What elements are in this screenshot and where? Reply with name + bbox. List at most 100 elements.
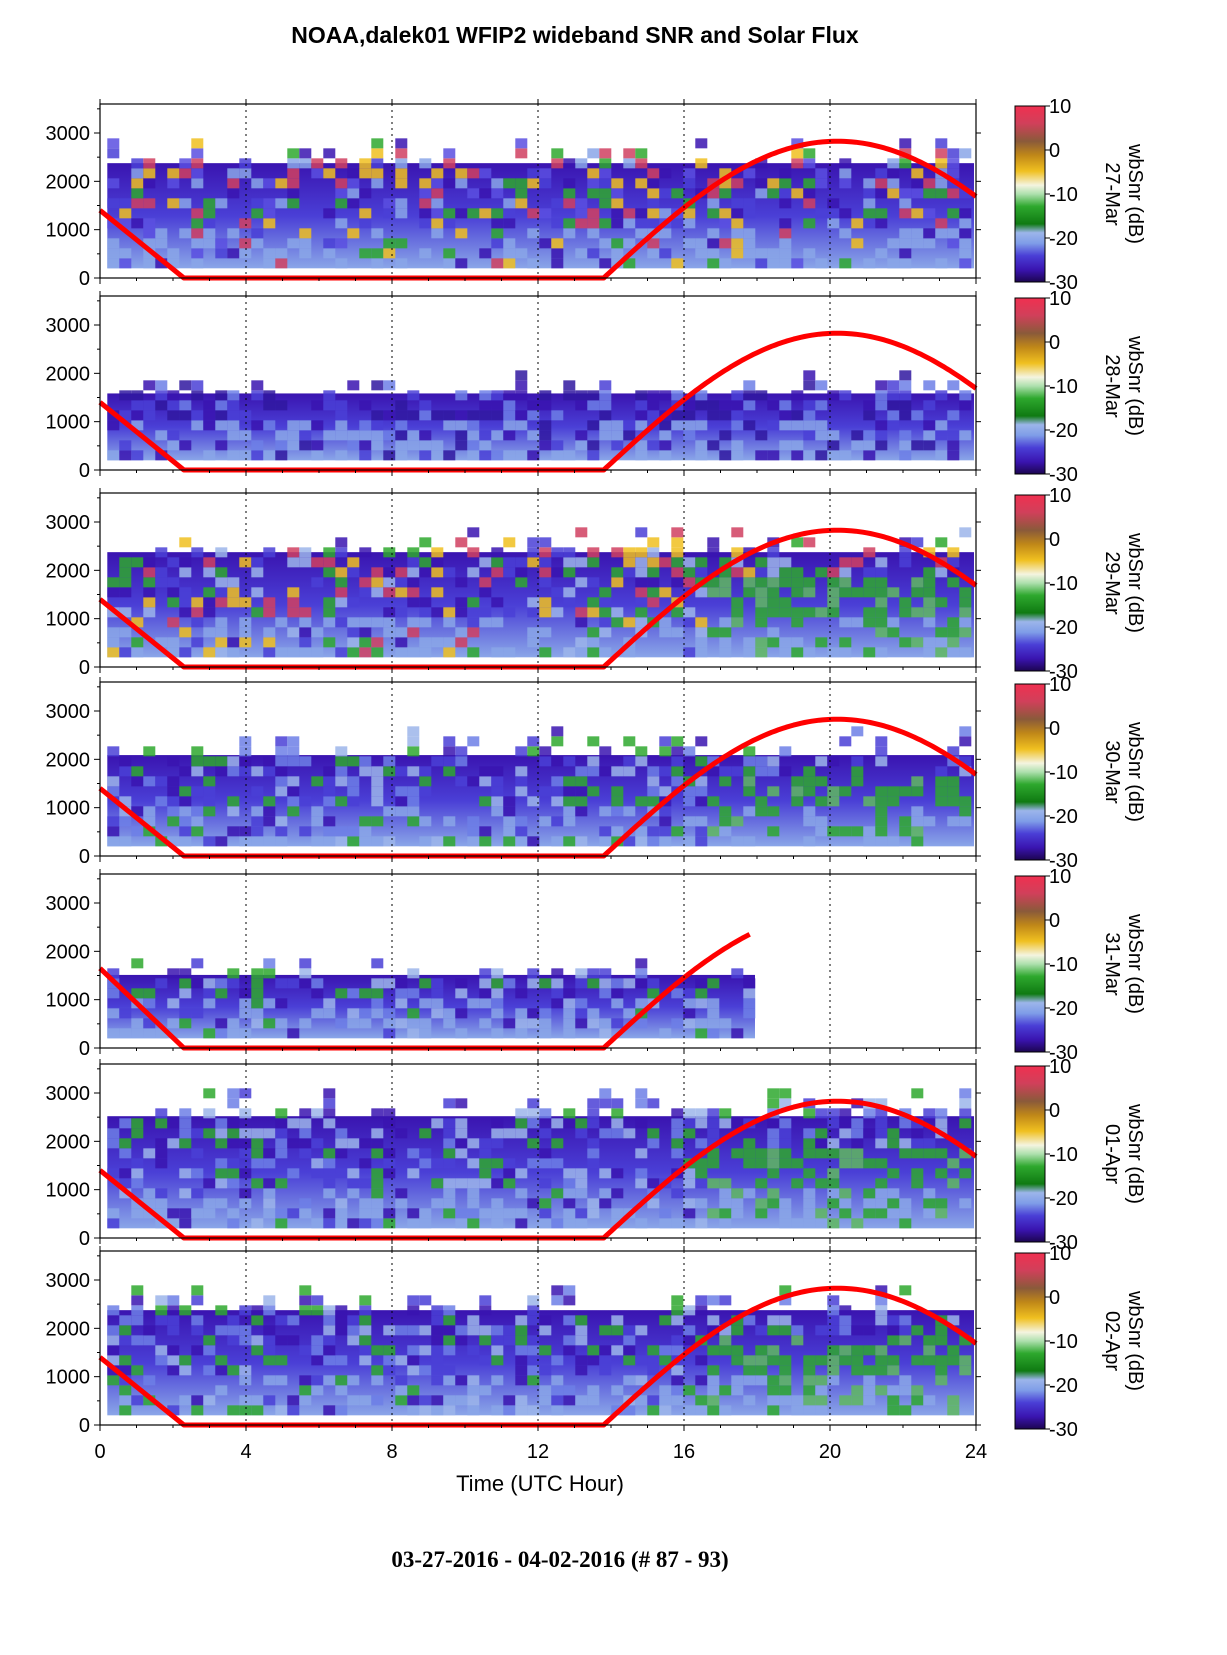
heatmap-cell [587,978,600,989]
heatmap-cell [467,1198,480,1209]
heatmap-cell [587,1385,600,1396]
heatmap-cell [419,1028,432,1039]
heatmap-cell [323,826,336,837]
heatmap-cell [299,1305,312,1316]
heatmap-cell [839,450,852,461]
heatmap-cell [827,786,840,797]
heatmap-cell [323,248,336,259]
heatmap-cell [563,390,576,401]
heatmap-cell [623,1008,636,1019]
heatmap-cell [743,637,756,648]
heatmap-cell [671,188,684,199]
colorbar [1014,494,1046,672]
heatmap-cell [203,208,216,219]
heatmap-cell [575,198,588,209]
heatmap-cell [239,1198,252,1209]
heatmap-cell [875,400,888,411]
heatmap-cell [827,1295,840,1306]
heatmap-cell [899,1138,912,1149]
heatmap [107,527,975,658]
heatmap-cell [659,617,672,628]
heatmap-cell [203,607,216,618]
heatmap-cell [143,1018,156,1029]
heatmap-cell [479,978,492,989]
heatmap-cell [935,218,948,229]
heatmap-cell [287,756,300,767]
heatmap-cell [119,1405,132,1416]
heatmap-cell [899,637,912,648]
heatmap-cell [839,1345,852,1356]
heatmap-cell [935,430,948,441]
heatmap-cell [743,1138,756,1149]
heatmap-cell [443,1395,456,1406]
heatmap-cell [419,440,432,451]
heatmap-cell [419,537,432,548]
heatmap-cell [323,390,336,401]
y-tick-label: 2000 [46,1318,91,1340]
heatmap-cell [323,796,336,807]
heatmap-cell [335,1138,348,1149]
heatmap-cell [815,450,828,461]
heatmap-cell [707,1148,720,1159]
heatmap-cell [275,258,288,269]
heatmap-cell [359,218,372,229]
heatmap-cell [647,796,660,807]
heatmap-cell [155,1188,168,1199]
heatmap-cell [803,587,816,598]
heatmap-cell [119,1315,132,1326]
heatmap-cell [515,577,528,588]
heatmap-cell [635,958,648,969]
heatmap-cell [923,587,936,598]
heatmap-cell [575,1395,588,1406]
heatmap-cell [323,1405,336,1416]
colorbar-label: wbSnr (dB) [1124,913,1146,1014]
heatmap-cell [407,440,420,451]
heatmap-cell [563,1335,576,1346]
heatmap-cell [371,138,384,149]
heatmap-cell [107,198,120,209]
heatmap-cell [479,1385,492,1396]
heatmap-cell [719,806,732,817]
heatmap-cell [635,1375,648,1386]
heatmap-cell [851,218,864,229]
heatmap-cell [815,178,828,189]
heatmap-cell [347,1168,360,1179]
heatmap-cell [587,1098,600,1109]
heatmap-cell [707,1118,720,1129]
heatmap-cell [731,208,744,219]
heatmap-cell [371,617,384,628]
heatmap-cell [671,1138,684,1149]
heatmap-cell [467,1325,480,1336]
heatmap-cell [515,816,528,827]
heatmap-cell [227,1315,240,1326]
heatmap-cell [239,1108,252,1119]
heatmap-cell [695,617,708,628]
heatmap-cell [275,786,288,797]
heatmap-cell [875,587,888,598]
y-tick-label: 1000 [46,412,91,434]
heatmap-cell [227,178,240,189]
heatmap-cell [107,1375,120,1386]
heatmap-cell [803,430,816,441]
heatmap-cell [407,786,420,797]
heatmap-cell [395,1325,408,1336]
heatmap-cell [239,450,252,461]
heatmap-cell [563,988,576,999]
heatmap-cell [167,400,180,411]
heatmap-cell [647,978,660,989]
heatmap-cell [587,647,600,658]
heatmap-cell [371,1128,384,1139]
heatmap-cell [251,420,264,431]
heatmap-cell [263,450,276,461]
heatmap-cell [203,647,216,658]
heatmap-cell [287,148,300,159]
heatmap-cell [851,238,864,249]
heatmap-cell [491,557,504,568]
y-tick-label: 0 [79,460,90,482]
heatmap-cell [251,198,264,209]
heatmap-cell [167,806,180,817]
heatmap-cell [275,1355,288,1366]
heatmap-cell [779,238,792,249]
heatmap-cell [311,400,324,411]
